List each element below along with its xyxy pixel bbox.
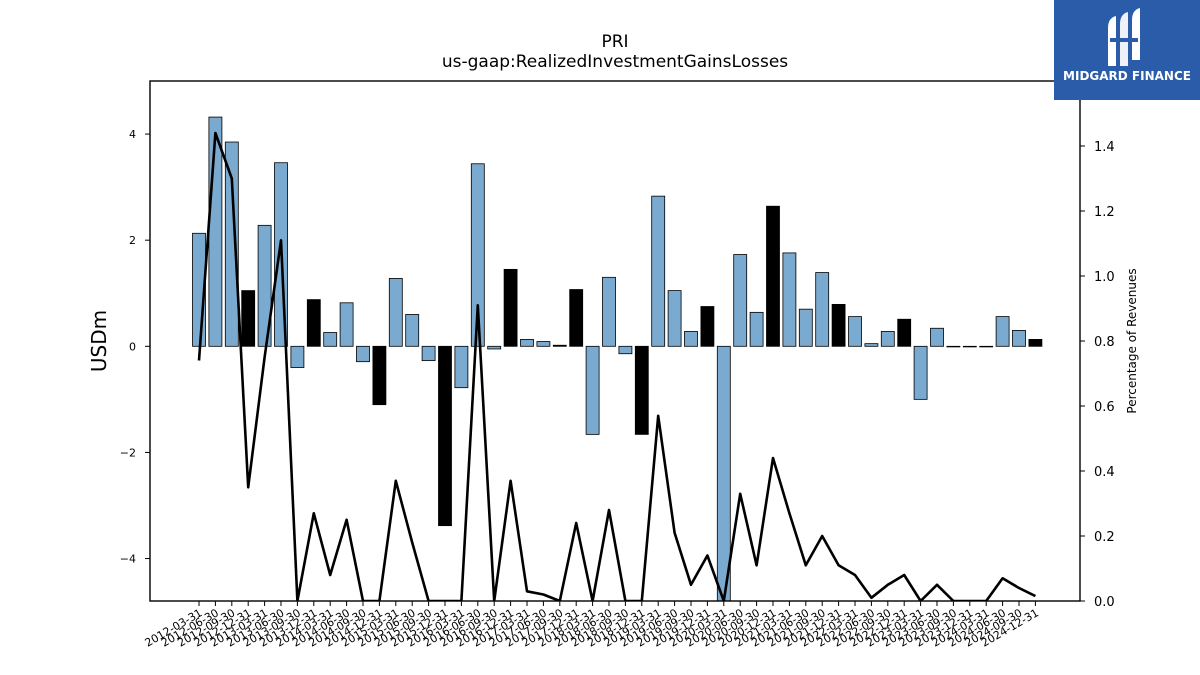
bar xyxy=(487,345,502,350)
bar xyxy=(339,302,354,347)
y2-axis-label: Percentage of Revenues xyxy=(1125,268,1139,413)
y-tick-label: 2 xyxy=(129,234,136,247)
bar xyxy=(224,141,239,347)
bar xyxy=(716,345,731,601)
chart-title: PRI xyxy=(601,32,629,52)
bar xyxy=(634,345,649,435)
y2-tick-label: 0.6 xyxy=(1094,400,1115,415)
y2-tick-label: 0.8 xyxy=(1094,335,1115,350)
bar xyxy=(602,276,616,347)
y-axis-label: USDm xyxy=(87,310,111,372)
bar xyxy=(388,277,403,347)
y2-tick-label: 0.2 xyxy=(1094,530,1115,545)
bar xyxy=(749,311,764,347)
bar xyxy=(700,306,715,347)
bar xyxy=(848,316,862,347)
bar xyxy=(241,290,256,347)
bar xyxy=(405,314,420,347)
bar xyxy=(782,252,797,347)
bar xyxy=(962,345,977,348)
y-tick-label: −4 xyxy=(120,553,136,566)
y-tick-label: −2 xyxy=(120,446,136,459)
y2-tick-label: 1.2 xyxy=(1094,205,1115,220)
revenue-percentage-line xyxy=(197,131,1036,601)
midgard-logo-icon xyxy=(1108,8,1140,66)
bar xyxy=(569,289,584,347)
bar xyxy=(552,344,567,347)
bar xyxy=(880,331,895,347)
bar xyxy=(323,332,338,347)
y2-tick-label: 0.4 xyxy=(1094,465,1115,480)
bar xyxy=(979,345,994,348)
bar xyxy=(503,268,518,347)
bar xyxy=(766,205,780,347)
bar xyxy=(470,163,485,347)
bar xyxy=(897,318,912,347)
bar xyxy=(651,195,666,347)
y2-tick-label: 0.0 xyxy=(1094,595,1115,610)
y2-tick-label: 1.0 xyxy=(1094,270,1115,285)
bar xyxy=(208,116,223,347)
bar xyxy=(356,345,370,363)
bar xyxy=(798,308,813,347)
bar xyxy=(864,343,879,347)
logo: MIDGARD FINANCE xyxy=(1054,0,1200,100)
bar xyxy=(930,327,944,347)
chart-subtitle: us-gaap:RealizedInvestmentGainsLosses xyxy=(441,52,789,72)
y-tick-label: 0 xyxy=(129,340,136,353)
bar xyxy=(520,339,534,347)
bar xyxy=(684,331,698,347)
bar xyxy=(831,303,846,347)
bar xyxy=(454,345,469,389)
bar xyxy=(438,345,452,527)
bar xyxy=(946,345,961,348)
bar xyxy=(995,316,1010,347)
bar xyxy=(1012,329,1026,347)
bar xyxy=(372,345,387,406)
bar xyxy=(815,272,830,347)
bar xyxy=(536,341,551,347)
bar xyxy=(421,345,436,362)
y2-tick-label: 1.4 xyxy=(1094,140,1115,155)
bar xyxy=(913,345,928,400)
bar xyxy=(733,254,748,347)
bar xyxy=(257,224,272,347)
bar xyxy=(585,345,600,435)
bar xyxy=(290,345,305,368)
y-tick-label: 4 xyxy=(129,128,136,141)
logo-text: MIDGARD FINANCE xyxy=(1063,69,1191,83)
bar xyxy=(306,299,321,347)
bar xyxy=(618,345,633,355)
bar xyxy=(667,290,682,347)
bar xyxy=(1028,339,1043,347)
